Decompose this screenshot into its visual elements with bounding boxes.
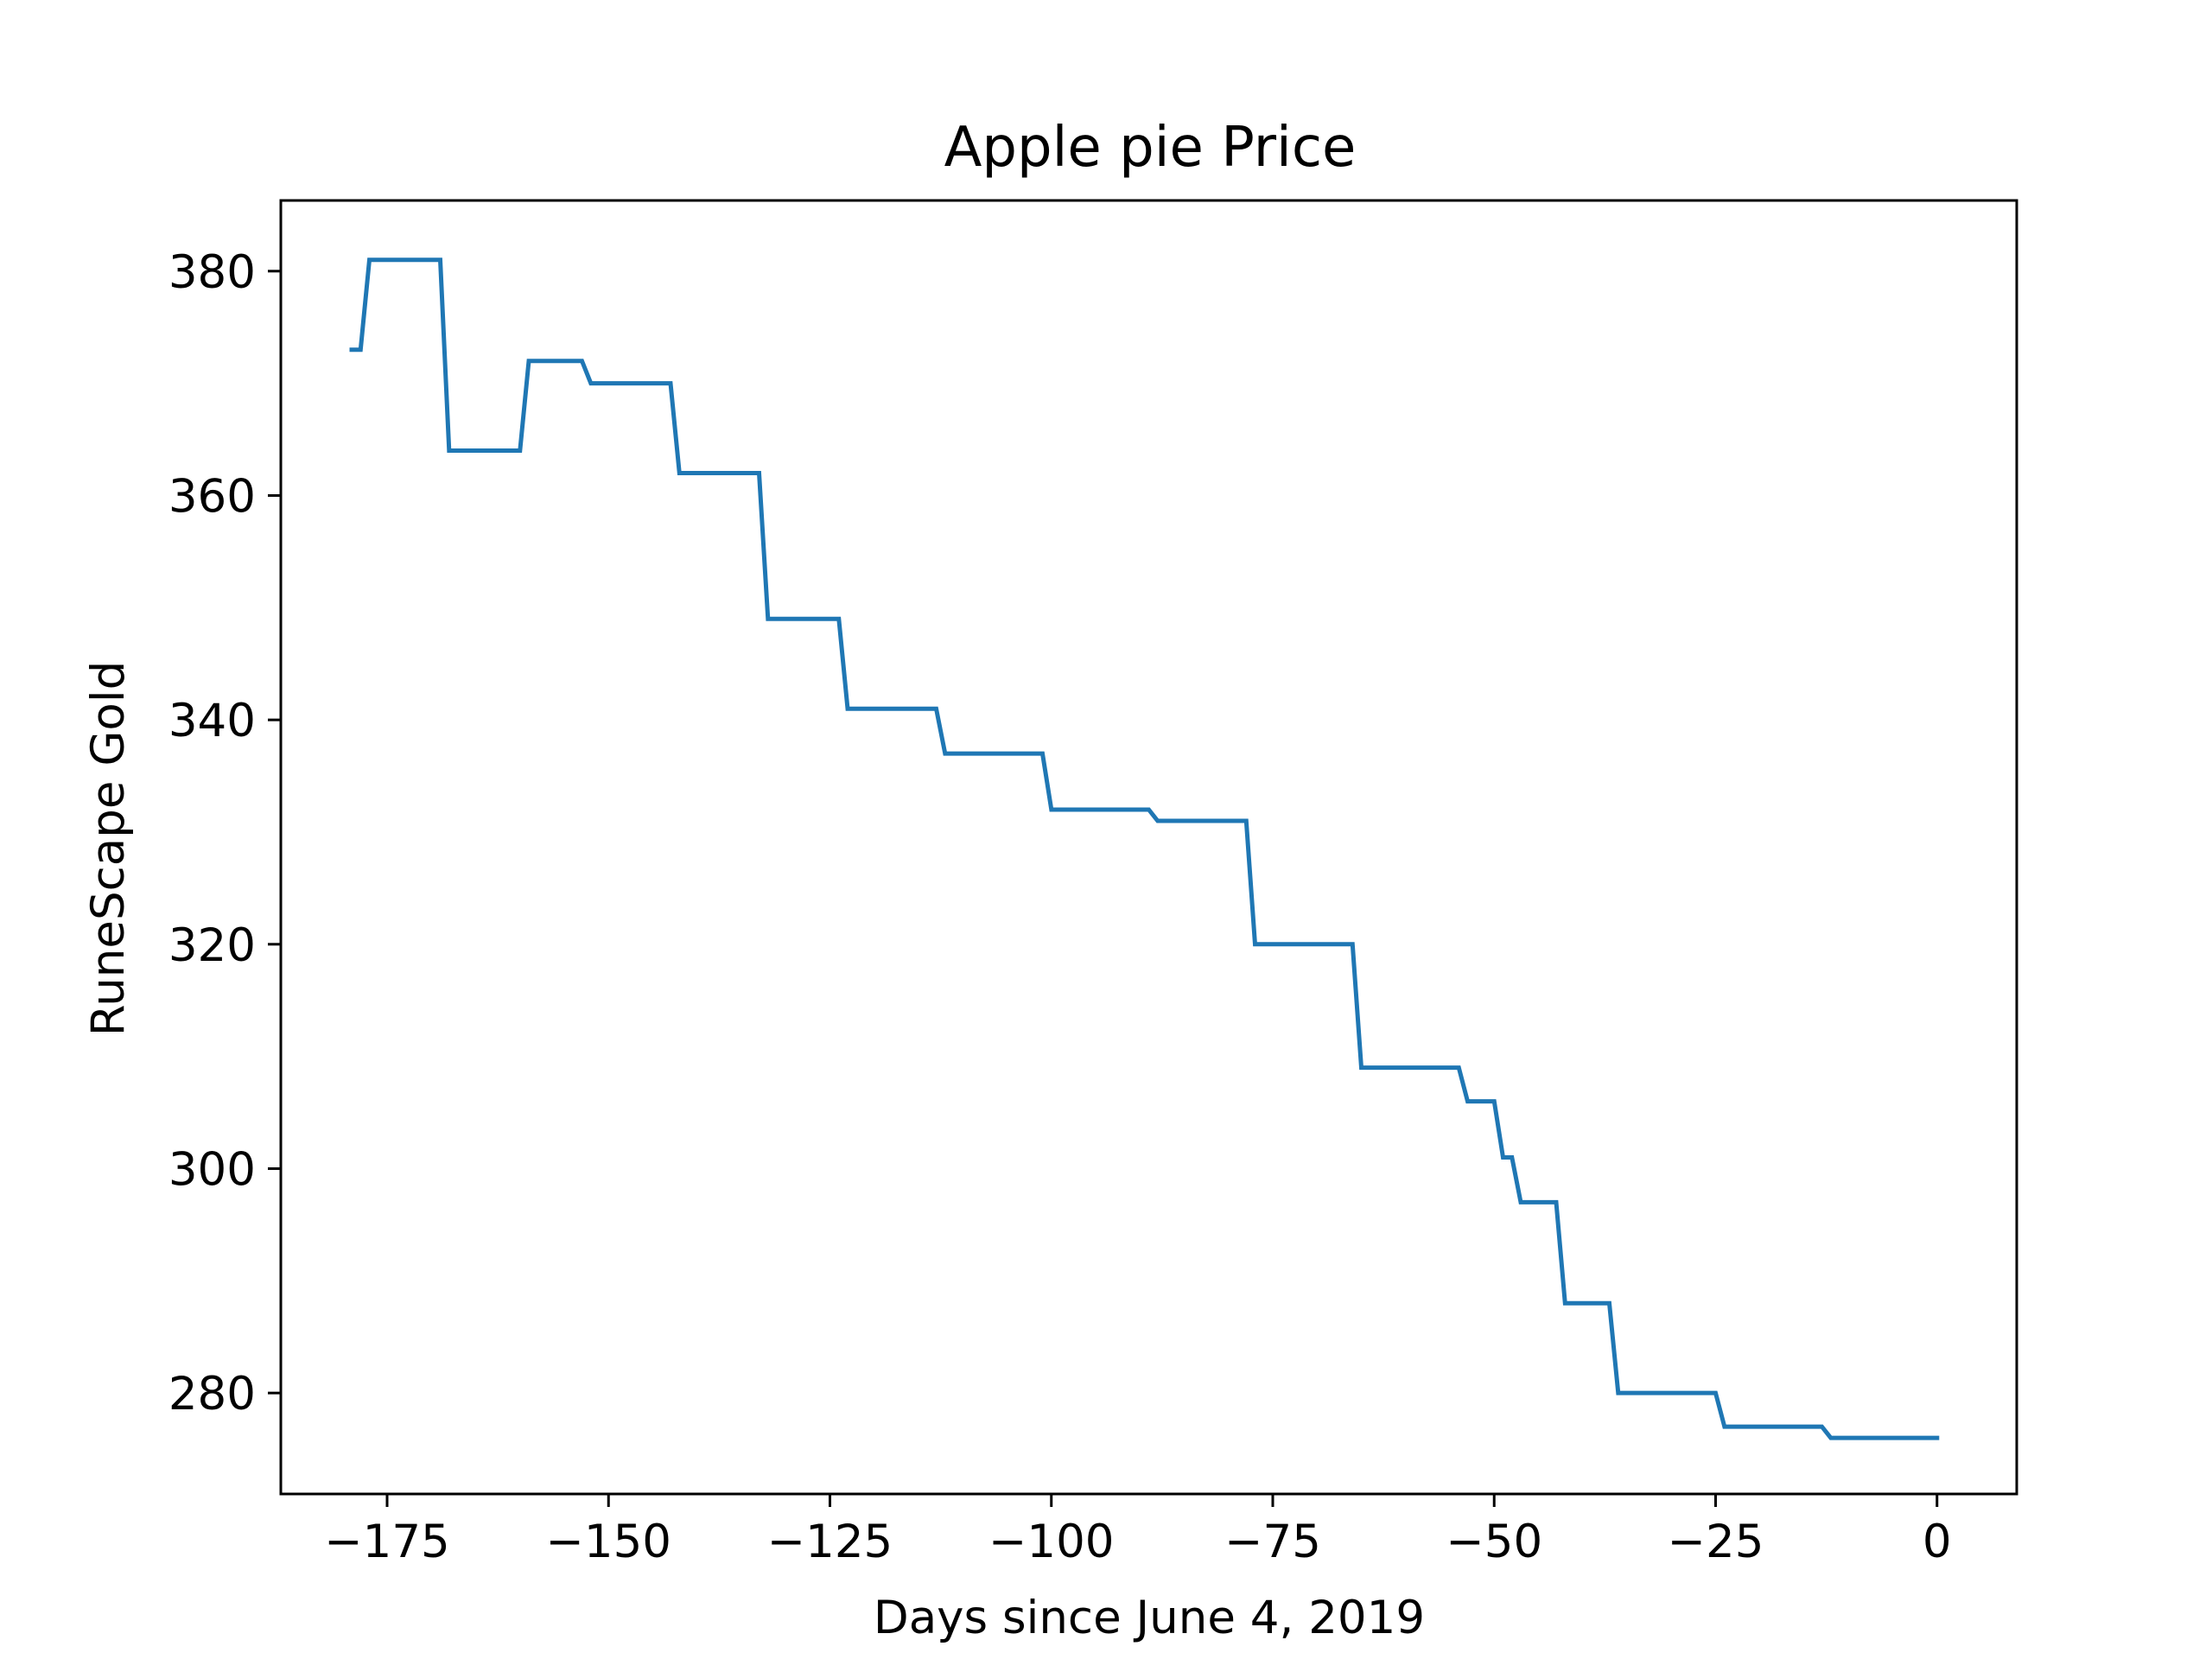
series-line-0 bbox=[349, 257, 1940, 1440]
x-axis-label: Days since June 4, 2019 bbox=[874, 1592, 1425, 1644]
x-tick-label: −50 bbox=[1446, 1516, 1542, 1568]
y-tick-label: 280 bbox=[168, 1368, 256, 1421]
x-tick-label: −150 bbox=[545, 1516, 671, 1568]
axes-frame bbox=[279, 199, 2018, 1496]
plot-area bbox=[349, 257, 1940, 1440]
y-axis: 280 300 320 340 360 380 bbox=[168, 246, 281, 1421]
x-tick-label: −25 bbox=[1668, 1516, 1764, 1568]
y-tick-label: 380 bbox=[168, 246, 256, 299]
x-axis: −175 −150 −125 −100 −75 −50 −25 0 bbox=[324, 1494, 1952, 1568]
x-tick-label: −100 bbox=[988, 1516, 1115, 1568]
y-tick-label: 300 bbox=[168, 1143, 256, 1196]
y-axis-label: RuneScape Gold bbox=[82, 661, 135, 1036]
x-tick-label: 0 bbox=[1923, 1516, 1952, 1568]
y-tick-label: 340 bbox=[168, 695, 256, 747]
x-tick-label: −125 bbox=[767, 1516, 893, 1568]
y-tick-label: 360 bbox=[168, 470, 256, 523]
x-tick-label: −75 bbox=[1224, 1516, 1321, 1568]
y-tick-label: 320 bbox=[168, 919, 256, 972]
chart-title: Apple pie Price bbox=[944, 116, 1357, 180]
x-tick-label: −175 bbox=[324, 1516, 450, 1568]
